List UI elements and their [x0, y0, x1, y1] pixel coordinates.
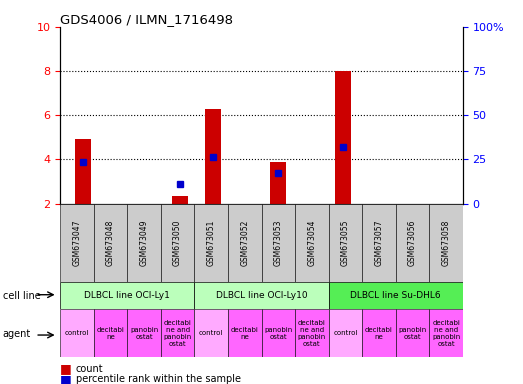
Bar	[270, 162, 286, 204]
Bar	[335, 71, 351, 204]
Text: GSM673054: GSM673054	[308, 220, 316, 266]
Bar	[161, 204, 195, 282]
Bar	[396, 309, 429, 357]
Text: decitabi
ne and
panobin
ostat: decitabi ne and panobin ostat	[432, 319, 460, 347]
Text: agent: agent	[3, 329, 31, 339]
Text: control: control	[333, 330, 358, 336]
Text: decitabi
ne: decitabi ne	[231, 327, 259, 339]
Bar	[75, 139, 91, 204]
Text: GSM673057: GSM673057	[374, 220, 383, 266]
Text: GSM673053: GSM673053	[274, 220, 283, 266]
Text: GSM673047: GSM673047	[72, 220, 82, 266]
Text: control: control	[65, 330, 89, 336]
Bar	[328, 282, 463, 309]
Text: DLBCL line OCI-Ly10: DLBCL line OCI-Ly10	[215, 291, 308, 300]
Bar	[195, 309, 228, 357]
Bar	[94, 309, 127, 357]
Bar	[172, 196, 188, 204]
Text: GSM673050: GSM673050	[173, 220, 182, 266]
Bar	[362, 309, 396, 357]
Bar	[396, 204, 429, 282]
Text: decitabi
ne: decitabi ne	[97, 327, 124, 339]
Text: GSM673048: GSM673048	[106, 220, 115, 266]
Text: panobin
ostat: panobin ostat	[264, 327, 292, 339]
Text: GSM673055: GSM673055	[341, 220, 350, 266]
Text: GSM673051: GSM673051	[207, 220, 215, 266]
Text: DLBCL line Su-DHL6: DLBCL line Su-DHL6	[350, 291, 441, 300]
Text: decitabi
ne: decitabi ne	[365, 327, 393, 339]
Text: decitabi
ne and
panobin
ostat: decitabi ne and panobin ostat	[298, 319, 326, 347]
Bar	[328, 309, 362, 357]
Text: DLBCL line OCI-Ly1: DLBCL line OCI-Ly1	[84, 291, 170, 300]
Text: control: control	[199, 330, 223, 336]
Bar	[94, 204, 127, 282]
Text: panobin
ostat: panobin ostat	[130, 327, 158, 339]
Bar	[262, 204, 295, 282]
Bar	[60, 309, 94, 357]
Text: panobin
ostat: panobin ostat	[399, 327, 427, 339]
Bar	[362, 204, 396, 282]
Text: percentile rank within the sample: percentile rank within the sample	[76, 374, 241, 384]
Text: count: count	[76, 364, 104, 374]
Bar	[195, 282, 328, 309]
Bar	[127, 309, 161, 357]
Bar	[295, 204, 328, 282]
Bar	[262, 309, 295, 357]
Text: ■: ■	[60, 362, 72, 375]
Bar	[60, 282, 195, 309]
Text: decitabi
ne and
panobin
ostat: decitabi ne and panobin ostat	[164, 319, 192, 347]
Bar	[228, 309, 262, 357]
Text: GSM673049: GSM673049	[140, 220, 149, 266]
Bar	[204, 109, 221, 204]
Bar	[127, 204, 161, 282]
Bar	[429, 309, 463, 357]
Text: cell line: cell line	[3, 291, 40, 301]
Text: ■: ■	[60, 373, 72, 384]
Bar	[328, 204, 362, 282]
Text: GSM673058: GSM673058	[441, 220, 451, 266]
Text: GDS4006 / ILMN_1716498: GDS4006 / ILMN_1716498	[60, 13, 233, 26]
Bar	[228, 204, 262, 282]
Bar	[60, 204, 94, 282]
Bar	[295, 309, 328, 357]
Text: GSM673056: GSM673056	[408, 220, 417, 266]
Bar	[161, 309, 195, 357]
Text: GSM673052: GSM673052	[240, 220, 249, 266]
Bar	[195, 204, 228, 282]
Bar	[429, 204, 463, 282]
